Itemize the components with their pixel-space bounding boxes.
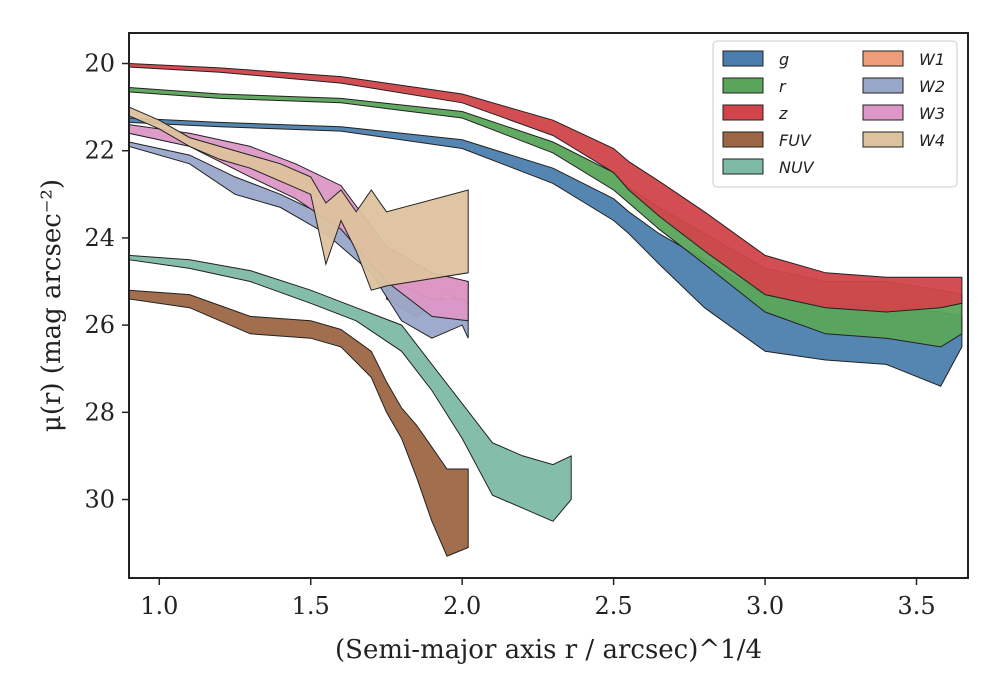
legend-label-r: r [779, 77, 787, 96]
x-tick-label: 3.5 [897, 592, 935, 620]
legend-swatch-W1 [862, 50, 904, 67]
x-tick-label: 1.5 [292, 592, 330, 620]
legend-swatch-FUV [722, 131, 764, 148]
series-layer [128, 62, 963, 557]
y-tick-label: 28 [84, 398, 115, 426]
legend-label-z: z [778, 104, 788, 123]
y-tick-label: 20 [84, 50, 115, 78]
band-W4 [128, 106, 469, 291]
legend-label-W2: W2 [919, 77, 945, 96]
y-axis-label: μ(r) (mag arcsec⁻²) [37, 179, 67, 432]
y-tick-label: 30 [84, 486, 115, 514]
y-tick-label: 24 [84, 224, 115, 252]
x-tick-label: 3.0 [746, 592, 784, 620]
legend-label-W1: W1 [919, 50, 945, 69]
band-z [128, 62, 963, 313]
legend-swatch-W3 [862, 104, 904, 121]
x-tick-label: 1.0 [140, 592, 178, 620]
legend: grz FUV NUV W1 W2 W3 W4 [712, 40, 958, 188]
legend-swatch-NUV [722, 158, 764, 175]
legend-label-W4: W4 [919, 131, 945, 150]
band-W2 [128, 141, 469, 339]
legend-label-W3: W3 [919, 104, 945, 123]
plot-frame [128, 32, 969, 579]
y-tick-label: 26 [84, 311, 115, 339]
legend-label-FUV: FUV [779, 131, 812, 150]
x-tick-label: 2.0 [443, 592, 481, 620]
y-tick-label: 22 [84, 137, 115, 165]
band-FUV [128, 289, 469, 557]
band-g [128, 117, 963, 387]
legend-swatch-z [722, 104, 764, 121]
legend-label-NUV: NUV [779, 158, 815, 177]
legend-swatch-W2 [862, 77, 904, 94]
legend-label-g: g [779, 50, 789, 69]
legend-swatch-g [722, 50, 764, 67]
legend-swatch-W4 [862, 131, 904, 148]
legend-swatch-r [722, 77, 764, 94]
tick-layer: 1.0 1.5 2.0 2.5 3.0 3.5 20 22 24 26 28 30 [84, 50, 935, 620]
x-tick-label: 2.5 [595, 592, 633, 620]
x-axis-label: (Semi-major axis r / arcsec)^1/4 [335, 635, 762, 665]
band-NUV [128, 254, 572, 522]
